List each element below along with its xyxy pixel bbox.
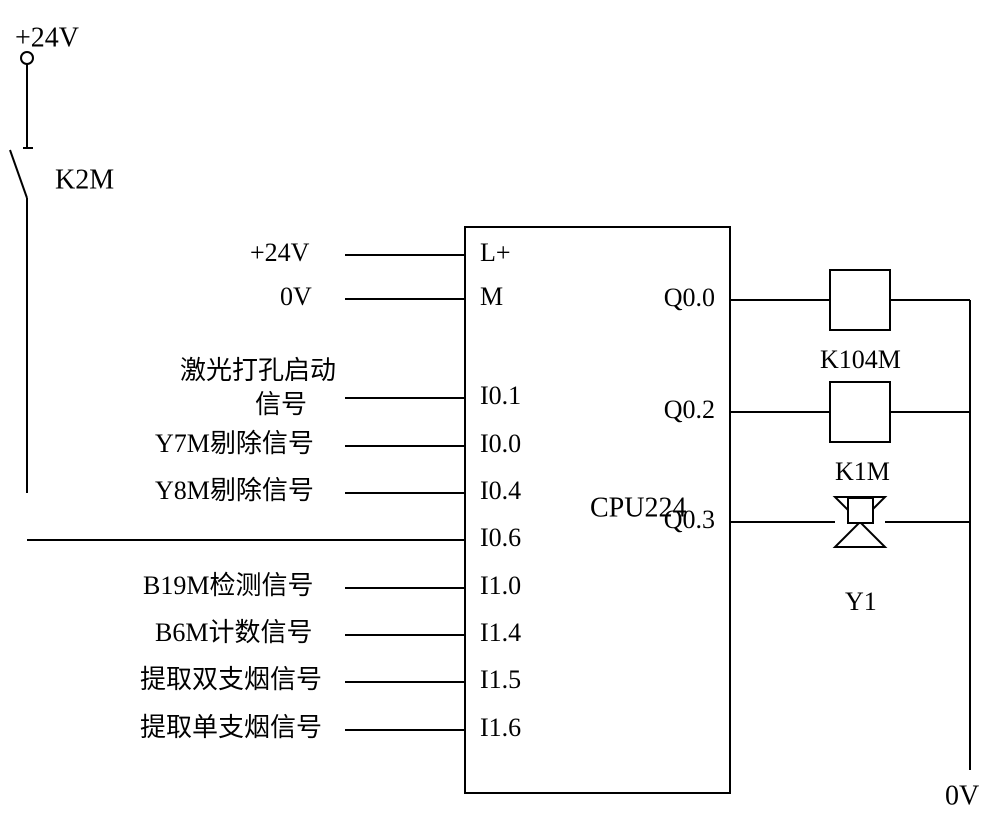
- svg-text:Y7M剔除信号: Y7M剔除信号: [155, 429, 314, 458]
- svg-text:I0.6: I0.6: [480, 523, 521, 552]
- plc-cpu224: CPU224L++24VM0VI0.1激光打孔启动信号I0.0Y7M剔除信号I0…: [27, 227, 970, 793]
- svg-text:Q0.2: Q0.2: [664, 395, 715, 424]
- svg-text:M: M: [480, 282, 503, 311]
- svg-text:提取单支烟信号: 提取单支烟信号: [140, 713, 322, 742]
- svg-text:K104M: K104M: [820, 345, 901, 374]
- svg-text:L+: L+: [480, 238, 511, 267]
- plc-left-pin: I1.6 提取单支烟信号: [140, 713, 521, 742]
- svg-text:信号: 信号: [255, 390, 307, 419]
- plc-left-pin: I0.6: [27, 523, 521, 552]
- svg-text:I1.6: I1.6: [480, 713, 521, 742]
- svg-text:I1.5: I1.5: [480, 665, 521, 694]
- switch-k2m: K2M: [10, 148, 114, 493]
- svg-text:Y8M剔除信号: Y8M剔除信号: [155, 476, 314, 505]
- output-k1m: K1M: [730, 382, 970, 486]
- svg-text:B19M检测信号: B19M检测信号: [143, 571, 313, 600]
- svg-text:激光打孔启动: 激光打孔启动: [180, 356, 336, 385]
- svg-text:+24V: +24V: [250, 238, 310, 267]
- svg-text:I0.0: I0.0: [480, 429, 521, 458]
- svg-text:B6M计数信号: B6M计数信号: [155, 618, 312, 647]
- svg-text:+24V: +24V: [15, 22, 79, 53]
- svg-text:0V: 0V: [945, 780, 979, 811]
- svg-text:K1M: K1M: [835, 457, 890, 486]
- svg-text:K2M: K2M: [55, 164, 114, 195]
- svg-text:Q0.0: Q0.0: [664, 283, 715, 312]
- supply-24v: +24V: [15, 22, 79, 148]
- svg-text:I0.4: I0.4: [480, 476, 521, 505]
- plc-left-pin: I1.5 提取双支烟信号: [140, 665, 521, 694]
- svg-text:提取双支烟信号: 提取双支烟信号: [140, 665, 322, 694]
- svg-text:Q0.3: Q0.3: [664, 505, 715, 534]
- svg-text:0V: 0V: [280, 282, 312, 311]
- svg-text:Y1: Y1: [845, 587, 877, 616]
- svg-text:I1.4: I1.4: [480, 618, 521, 647]
- svg-text:I1.0: I1.0: [480, 571, 521, 600]
- svg-text:I0.1: I0.1: [480, 381, 521, 410]
- output-k104m: K104M: [730, 270, 970, 374]
